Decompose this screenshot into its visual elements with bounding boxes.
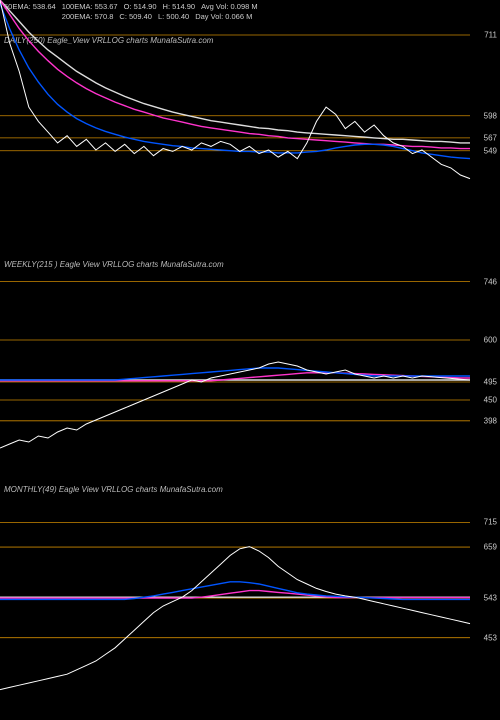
daily-ema200-line: [0, 0, 470, 143]
monthly-price-line: [0, 547, 470, 690]
daily-ylabel: 598: [483, 111, 498, 120]
daily-panel: DAILY(250) Eagle_View VRLLOG charts Muna…: [0, 0, 500, 200]
monthly-panel: MONTHLY(49) Eagle View VRLLOG charts Mun…: [0, 485, 500, 705]
monthly-ylabel: 659: [483, 543, 498, 552]
weekly-ylabel: 398: [483, 416, 498, 425]
monthly-chart: [0, 485, 500, 705]
weekly-chart: [0, 260, 500, 460]
daily-chart: [0, 0, 500, 200]
weekly-ylabel: 600: [483, 336, 498, 345]
daily-ylabel: 549: [483, 146, 498, 155]
daily-ylabel: 711: [483, 31, 498, 40]
monthly-ylabel: 715: [483, 518, 498, 527]
daily-ylabel: 567: [483, 133, 498, 142]
monthly-ylabel: 453: [483, 633, 498, 642]
weekly-ylabel: 495: [483, 378, 498, 387]
daily-price-line: [0, 0, 470, 179]
monthly-ylabel: 543: [483, 594, 498, 603]
daily-ema100-line: [0, 0, 470, 149]
weekly-ylabel: 746: [483, 277, 498, 286]
weekly-ylabel: 450: [483, 396, 498, 405]
daily-ema50-line: [0, 4, 470, 159]
weekly-panel: WEEKLY(215 ) Eagle View VRLLOG charts Mu…: [0, 260, 500, 460]
